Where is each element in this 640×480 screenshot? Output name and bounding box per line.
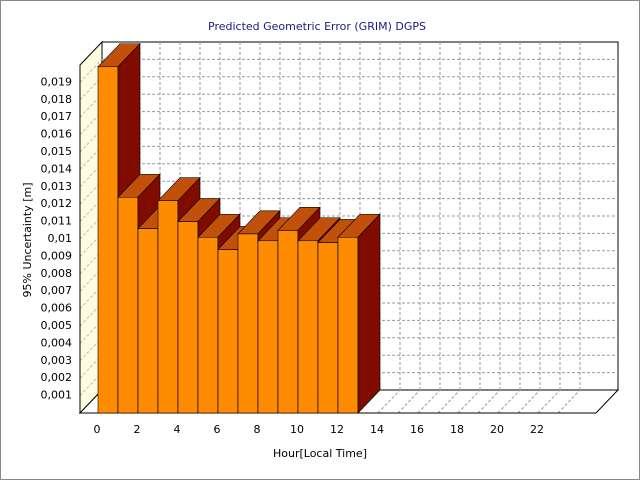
floor-line [517, 389, 541, 414]
y-tick-label: 0,014 [41, 162, 73, 175]
y-tick-label: 0,005 [41, 319, 73, 332]
floor-line [417, 389, 441, 414]
bar [117, 196, 139, 414]
y-tick-label: 0,013 [41, 180, 73, 193]
chart-title: Predicted Geometric Error (GRIM) DGPS [208, 20, 426, 33]
floor-line [377, 389, 401, 414]
y-tick-label: 0,011 [41, 215, 73, 228]
bar [137, 228, 159, 414]
y-tick-label: 0,01 [48, 232, 73, 245]
y-axis-title: 95% Uncertainty [m] [21, 182, 34, 297]
floor-line [457, 389, 481, 414]
y-tick-label: 0,002 [41, 371, 73, 384]
floor-line [477, 389, 501, 414]
bar [97, 66, 119, 414]
x-tick-label: 6 [214, 423, 221, 436]
y-tick-label: 0,001 [41, 389, 73, 402]
bar [337, 236, 359, 414]
y-tick-label: 0,015 [41, 145, 73, 158]
x-tick-label: 12 [330, 423, 344, 436]
x-tick-label: 10 [290, 423, 304, 436]
y-tick-label: 0,008 [41, 267, 73, 280]
grid-line-left [79, 59, 103, 83]
bar [197, 236, 219, 414]
y-tick-label: 0,012 [41, 197, 73, 210]
y-tick-label: 0,018 [41, 93, 73, 106]
bar [257, 240, 279, 414]
bar [317, 242, 339, 414]
x-tick-label: 8 [254, 423, 261, 436]
x-axis-title: Hour[Local Time] [273, 447, 367, 460]
x-tick-label: 22 [530, 423, 544, 436]
floor-line [497, 389, 521, 414]
bar [157, 200, 179, 414]
bar [277, 230, 299, 414]
x-tick-label: 20 [490, 423, 504, 436]
y-tick-label: 0,019 [41, 75, 73, 88]
floor-line [537, 389, 561, 414]
bar [297, 240, 319, 414]
floor-line [397, 389, 421, 414]
y-tick-label: 0,016 [41, 128, 73, 141]
floor-line [557, 389, 581, 414]
x-tick-label: 2 [134, 423, 141, 436]
bar [217, 249, 239, 414]
y-tick-label: 0,004 [41, 336, 73, 349]
x-tick-label: 4 [174, 423, 181, 436]
y-tick-label: 0,009 [41, 249, 73, 262]
x-tick-label: 0 [94, 423, 101, 436]
x-tick-label: 18 [450, 423, 464, 436]
y-tick-label: 0,006 [41, 302, 73, 315]
x-tick-label: 16 [410, 423, 424, 436]
y-tick-label: 0,017 [41, 110, 73, 123]
bar [177, 221, 199, 414]
bar-side [357, 213, 381, 414]
y-tick-label: 0,007 [41, 284, 73, 297]
y-tick-label: 0,003 [41, 354, 73, 367]
x-tick-label: 14 [370, 423, 384, 436]
floor-line [437, 389, 461, 414]
bar [237, 233, 259, 414]
